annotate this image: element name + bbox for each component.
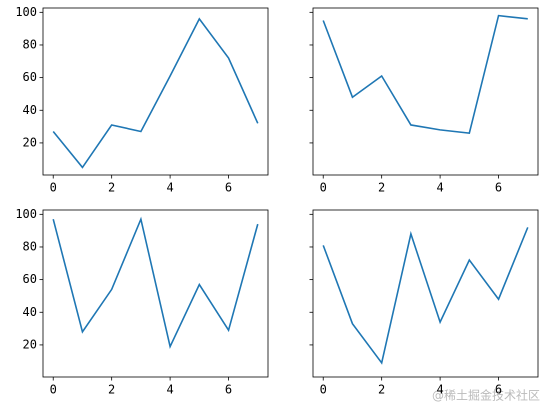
x-tick-label: 6 xyxy=(495,383,502,397)
line xyxy=(52,17,259,169)
x-tick-label: 2 xyxy=(108,383,115,397)
line xyxy=(322,227,529,365)
y-tick-label: 40 xyxy=(23,103,37,117)
x-tick-label: 0 xyxy=(320,181,327,195)
y-tick-label: 60 xyxy=(23,70,37,84)
y-tick-label: 40 xyxy=(23,305,37,319)
axes-frame xyxy=(312,7,539,176)
x-tick-label: 2 xyxy=(378,383,385,397)
x-tick-label: 4 xyxy=(166,181,173,195)
x-tick-label: 0 xyxy=(50,181,57,195)
x-tick-label: 4 xyxy=(436,383,443,397)
watermark: @稀土掘金技术社区 xyxy=(432,388,540,403)
y-tick-label: 20 xyxy=(23,337,37,351)
y-tick-label: 80 xyxy=(23,239,37,253)
y-tick-label: 20 xyxy=(23,135,37,149)
y-tick-label: 60 xyxy=(23,272,37,286)
y-tick-label: 100 xyxy=(15,207,37,221)
x-tick-label: 2 xyxy=(108,181,115,195)
axes-frame xyxy=(42,209,269,378)
x-tick-label: 6 xyxy=(225,383,232,397)
axes-frame xyxy=(42,7,269,176)
x-tick-label: 4 xyxy=(166,383,173,397)
y-tick-label: 100 xyxy=(15,5,37,19)
line xyxy=(322,14,528,135)
x-tick-label: 0 xyxy=(50,383,57,397)
axes-frame xyxy=(312,209,539,378)
x-tick-label: 2 xyxy=(378,181,385,195)
x-tick-label: 0 xyxy=(320,383,327,397)
line xyxy=(52,216,259,349)
x-tick-label: 6 xyxy=(225,181,232,195)
y-tick-label: 80 xyxy=(23,37,37,51)
x-tick-label: 6 xyxy=(495,181,502,195)
x-tick-label: 4 xyxy=(436,181,443,195)
